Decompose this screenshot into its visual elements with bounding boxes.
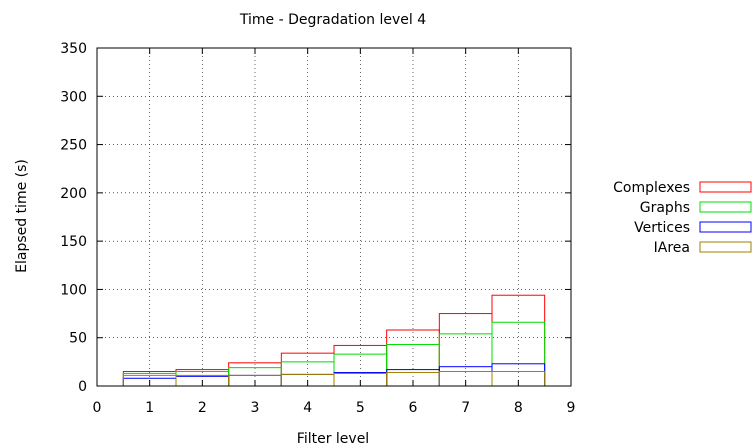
- y-tick-label: 150: [60, 234, 87, 250]
- grid-lines: [97, 48, 571, 386]
- y-tick-label: 350: [60, 41, 87, 57]
- x-tick-label: 9: [567, 400, 576, 416]
- y-tick-label: 300: [60, 89, 87, 105]
- chart-title: Time - Degradation level 4: [239, 12, 426, 28]
- bar-graphs: [439, 334, 492, 386]
- x-tick-label: 7: [461, 400, 470, 416]
- bar-graphs: [387, 344, 440, 386]
- legend-label-iarea: IArea: [654, 240, 690, 256]
- x-tick-label: 5: [356, 400, 365, 416]
- legend-swatch-graphs: [700, 202, 751, 212]
- y-axis-label: Elapsed time (s): [14, 159, 30, 273]
- y-tick-label: 50: [69, 331, 87, 347]
- x-tick-label: 3: [251, 400, 260, 416]
- y-tick-label: 200: [60, 186, 87, 202]
- y-tick-label: 250: [60, 138, 87, 154]
- x-axis-label: Filter level: [297, 431, 369, 447]
- y-tick-label: 100: [60, 282, 87, 298]
- legend-swatch-complexes: [700, 182, 751, 192]
- axes: 0 1 2 3 4 5 6 7 8 9 0 50 100 150 200 250 300 350: [60, 41, 575, 416]
- x-tick-label: 2: [198, 400, 207, 416]
- x-tick-label: 6: [409, 400, 418, 416]
- legend-swatch-vertices: [700, 222, 751, 232]
- legend-swatch-iarea: [700, 242, 751, 252]
- x-tick-label: 1: [145, 400, 154, 416]
- bar-complexes: [387, 330, 440, 386]
- legend: Complexes Graphs Vertices IArea: [613, 180, 751, 256]
- y-tick-label: 0: [78, 379, 87, 395]
- x-tick-label: 4: [303, 400, 312, 416]
- plot-frame: [97, 48, 571, 386]
- legend-label-vertices: Vertices: [634, 220, 690, 236]
- bar-complexes: [334, 345, 387, 386]
- x-tick-label: 0: [93, 400, 102, 416]
- legend-label-complexes: Complexes: [613, 180, 690, 196]
- bar-series: [123, 295, 544, 386]
- legend-label-graphs: Graphs: [640, 200, 690, 216]
- x-tick-label: 8: [514, 400, 523, 416]
